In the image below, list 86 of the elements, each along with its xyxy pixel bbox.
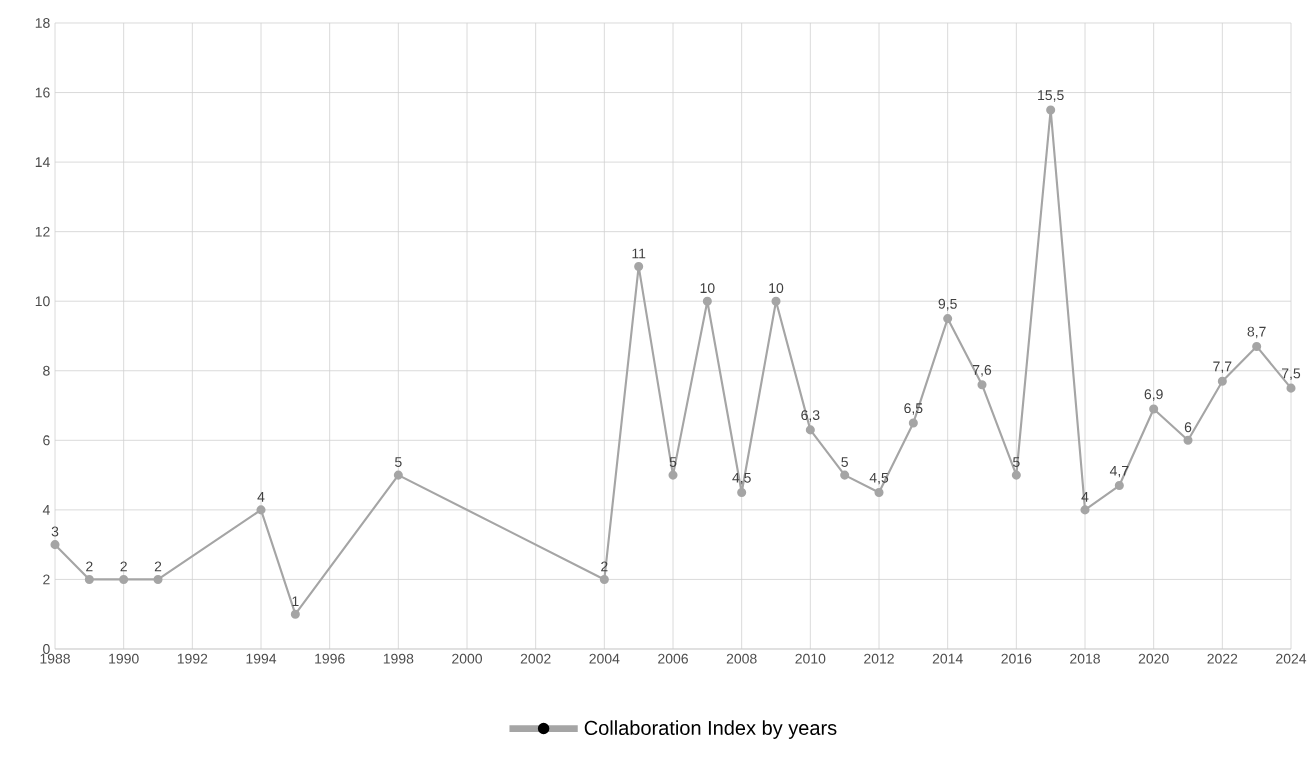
data-label: 5	[1013, 457, 1020, 467]
point	[771, 296, 781, 306]
data-label: 4,7	[1109, 465, 1129, 478]
data-label: 6,9	[1144, 389, 1163, 401]
x-tick-label: 2000	[452, 653, 483, 664]
data-label: 4	[257, 492, 265, 502]
legend-label: Collaboration Index by years	[584, 720, 837, 739]
y-tick-label: 8	[43, 365, 50, 376]
data-label: 2	[601, 561, 608, 572]
x-tick-label: 2020	[1138, 653, 1169, 664]
data-label: 9,5	[938, 298, 957, 311]
data-label: 4	[1081, 492, 1089, 502]
data-label: 4,5	[732, 472, 751, 485]
x-tick-label: 1996	[315, 653, 345, 664]
data-label: 2	[120, 561, 127, 572]
point	[874, 487, 884, 498]
y-tick-label: 4	[42, 505, 50, 515]
point	[1286, 383, 1296, 393]
x-tick-label: 2018	[1070, 653, 1100, 664]
y-tick-label: 6	[43, 435, 50, 446]
x-tick-label: 2006	[658, 653, 688, 664]
x-tick-label: 2022	[1207, 653, 1238, 664]
x-tick-label: 2010	[795, 653, 826, 664]
point	[805, 425, 815, 435]
point	[290, 609, 300, 619]
x-tick-label: 1990	[109, 653, 139, 664]
data-label: 15,5	[1038, 90, 1064, 102]
data-label: 7,5	[1281, 368, 1301, 380]
point	[1011, 470, 1021, 480]
point	[599, 574, 609, 584]
data-label: 5	[395, 457, 402, 467]
point	[153, 574, 163, 584]
point	[84, 574, 94, 584]
x-tick-label: 2024	[1276, 653, 1307, 664]
point	[668, 470, 678, 480]
data-label: 6,5	[904, 403, 923, 415]
point	[840, 470, 850, 480]
data-label: 10	[769, 283, 784, 294]
data-label: 2	[154, 561, 162, 572]
point	[943, 314, 953, 324]
point	[1046, 105, 1056, 115]
data-label: 7,7	[1213, 361, 1232, 374]
x-tick-label: 2016	[1001, 653, 1032, 664]
point	[908, 418, 918, 428]
point	[1114, 480, 1124, 491]
data-label: 6,3	[801, 410, 820, 422]
point	[977, 380, 987, 390]
data-label: 10	[700, 283, 715, 294]
data-label: 2	[86, 561, 93, 572]
point	[119, 574, 129, 584]
y-tick-label: 12	[35, 226, 50, 237]
point	[50, 540, 60, 550]
x-tick-label: 1988	[40, 653, 70, 664]
data-label: 1	[292, 596, 299, 607]
data-label: 5	[841, 457, 848, 467]
x-tick-label: 1992	[177, 653, 208, 664]
y-tick-label: 18	[35, 18, 50, 28]
data-label: 5	[669, 457, 677, 467]
point	[393, 470, 403, 480]
point	[1252, 341, 1262, 351]
x-tick-label: 2004	[589, 653, 620, 664]
x-tick-label: 2008	[726, 653, 757, 664]
y-tick-label: 2	[43, 574, 50, 585]
y-tick-label: 0	[43, 644, 50, 654]
point	[1149, 404, 1159, 414]
point	[634, 261, 644, 271]
x-tick-label: 2014	[932, 653, 963, 664]
point	[702, 296, 712, 306]
data-label: 11	[632, 248, 646, 259]
data-label: 3	[51, 526, 59, 537]
point	[256, 505, 266, 515]
x-tick-label: 1994	[246, 653, 277, 664]
x-tick-label: 2002	[520, 653, 551, 664]
point	[1183, 435, 1193, 445]
data-label: 6	[1184, 422, 1192, 433]
y-tick-label: 16	[35, 87, 50, 98]
x-tick-label: 2012	[864, 653, 894, 664]
y-tick-label: 10	[35, 296, 50, 307]
data-label: 7,6	[972, 364, 992, 377]
data-label: 4,5	[869, 472, 889, 485]
point	[1080, 505, 1090, 515]
data-label: 8,7	[1247, 326, 1266, 339]
x-tick-label: 1998	[383, 653, 414, 664]
point	[1217, 376, 1227, 386]
y-tick-label: 14	[35, 157, 50, 167]
point	[737, 487, 747, 498]
